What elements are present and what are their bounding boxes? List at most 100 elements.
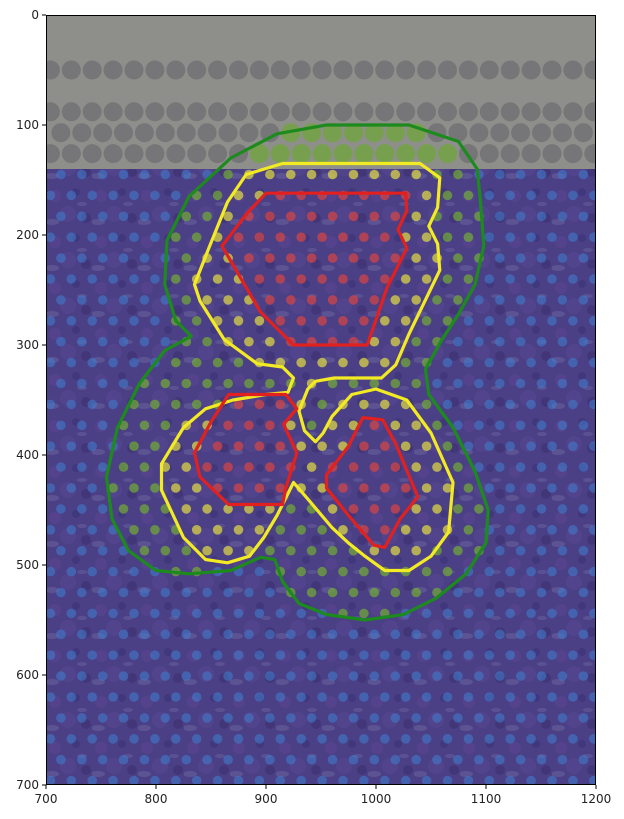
spot — [442, 232, 453, 242]
spot — [578, 295, 589, 305]
spot — [265, 211, 275, 222]
spot — [97, 713, 108, 723]
spot — [547, 399, 557, 410]
spot — [208, 60, 228, 80]
spot — [495, 754, 505, 765]
spot — [46, 102, 60, 122]
spot — [212, 274, 223, 284]
spot — [484, 650, 495, 660]
spot — [46, 566, 56, 577]
spot — [97, 211, 108, 222]
spot — [432, 671, 442, 681]
spot — [181, 462, 192, 472]
spot — [505, 399, 515, 410]
spot — [306, 713, 317, 723]
spot — [66, 274, 77, 284]
spot — [97, 169, 108, 180]
spot — [97, 671, 108, 681]
x-tick-label: 700 — [35, 792, 58, 806]
spot — [474, 295, 484, 305]
spot — [171, 775, 181, 785]
spot — [400, 441, 411, 452]
spot — [171, 650, 181, 660]
spot — [265, 378, 275, 389]
spot — [129, 608, 139, 619]
spot — [479, 102, 499, 122]
spot — [77, 462, 87, 472]
spot — [139, 336, 150, 347]
spot — [589, 734, 596, 744]
spot — [589, 274, 596, 284]
spot — [233, 608, 244, 619]
spot — [536, 420, 547, 431]
spot — [547, 190, 557, 201]
spot — [369, 629, 380, 640]
spot — [411, 169, 422, 180]
spot — [296, 608, 307, 619]
spot — [327, 211, 338, 222]
spot — [338, 775, 348, 785]
spot — [589, 190, 596, 201]
spot — [61, 102, 81, 122]
spot — [118, 713, 129, 723]
spot — [390, 336, 401, 347]
spot — [338, 566, 348, 577]
spot — [139, 169, 150, 180]
spot — [411, 295, 422, 305]
spot — [118, 253, 129, 263]
spot — [568, 775, 578, 785]
x-tick-label: 1200 — [581, 792, 612, 806]
spot — [369, 754, 380, 765]
spot — [46, 232, 56, 242]
spot — [254, 775, 265, 785]
spot — [521, 60, 541, 80]
spot — [103, 144, 123, 164]
spot — [306, 587, 317, 598]
spot — [400, 483, 411, 493]
spot — [218, 123, 238, 143]
spot — [453, 629, 463, 640]
spot — [463, 650, 474, 660]
spot — [421, 692, 432, 702]
spot — [129, 525, 139, 535]
spot — [526, 525, 536, 535]
spot — [286, 295, 296, 305]
spot — [359, 566, 369, 577]
spot — [56, 378, 66, 389]
spot — [469, 123, 489, 143]
spot — [150, 190, 160, 201]
spot — [306, 671, 317, 681]
spot — [495, 545, 505, 556]
spot — [369, 336, 380, 347]
spot — [578, 713, 589, 723]
spot — [191, 316, 202, 326]
spot — [348, 420, 359, 431]
spot — [160, 420, 171, 431]
spot — [547, 232, 557, 242]
spot — [536, 378, 547, 389]
spot — [568, 441, 578, 452]
x-tick-label: 1000 — [361, 792, 392, 806]
spot — [118, 378, 129, 389]
spot — [484, 566, 495, 577]
spot — [526, 734, 536, 744]
spot — [46, 60, 60, 80]
spot — [223, 587, 233, 598]
spot — [542, 144, 562, 164]
spot — [108, 399, 118, 410]
spot — [150, 316, 160, 326]
spot — [380, 357, 390, 368]
spot — [286, 211, 296, 222]
spot — [202, 671, 212, 681]
spot — [265, 253, 275, 263]
spot — [306, 754, 317, 765]
spot — [442, 399, 453, 410]
spot — [442, 692, 453, 702]
spot — [166, 102, 186, 122]
spot — [155, 123, 175, 143]
spot — [46, 441, 56, 451]
spot — [390, 713, 401, 723]
spot — [348, 754, 359, 765]
y-axis: 0 100 200 300 400 500 600 700 — [16, 8, 46, 792]
spot — [411, 545, 422, 556]
